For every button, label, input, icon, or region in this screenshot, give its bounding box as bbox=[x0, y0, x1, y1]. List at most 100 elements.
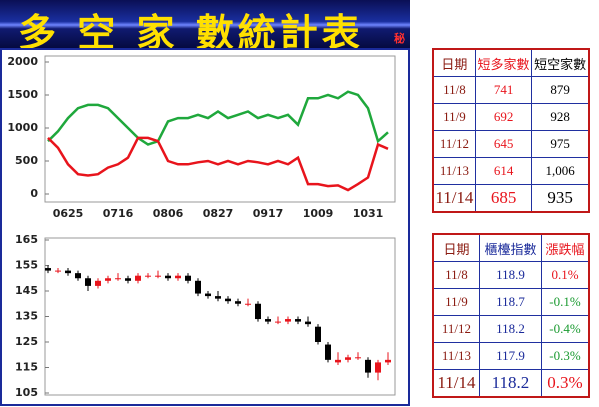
table-cell: 614 bbox=[474, 157, 533, 185]
table-cell: 11/9 bbox=[432, 103, 476, 131]
candle-body bbox=[345, 357, 351, 360]
table-cell: 日期 bbox=[432, 48, 476, 77]
table-cell: -0.4% bbox=[541, 315, 590, 343]
table-cell: 0.3% bbox=[541, 369, 590, 398]
table-cell: 645 bbox=[474, 130, 533, 158]
table-cell: 11/14 bbox=[432, 369, 480, 398]
table-cell: 短空家數 bbox=[531, 48, 590, 77]
table-cell: 741 bbox=[474, 76, 533, 104]
x-tick-label: 0625 bbox=[53, 207, 84, 220]
y-tick-label: 1500 bbox=[7, 88, 38, 101]
table-cell: 11/12 bbox=[432, 130, 476, 158]
candle-body bbox=[95, 280, 101, 286]
candle-body bbox=[135, 275, 141, 281]
candle-body bbox=[315, 326, 321, 342]
candle-body bbox=[325, 344, 331, 360]
table-row: 11/9 692 928 bbox=[432, 103, 590, 131]
candle-body bbox=[335, 359, 341, 363]
table-cell: 879 bbox=[531, 76, 590, 104]
x-tick-label: 0716 bbox=[103, 207, 134, 220]
candle-body bbox=[185, 275, 191, 281]
candle-body bbox=[145, 275, 151, 277]
candle-body bbox=[105, 278, 111, 281]
badge: 秘 bbox=[394, 32, 405, 45]
table-cell: 11/13 bbox=[432, 157, 476, 185]
candle-body bbox=[265, 319, 271, 322]
table-cell: 日期 bbox=[432, 233, 480, 262]
x-tick-label: 1009 bbox=[303, 207, 334, 220]
charts: 0 500 1000 1500 2000 0625 0716 0806 0827 0917 1009… bbox=[0, 48, 410, 406]
candle-body bbox=[75, 273, 81, 279]
table-cell: 11/8 bbox=[432, 261, 480, 289]
candle-body bbox=[125, 278, 131, 281]
x-tick-label: 1031 bbox=[353, 207, 384, 220]
table-cell: 11/9 bbox=[432, 288, 480, 316]
y-tick-label: 500 bbox=[15, 154, 38, 167]
table-row: 11/12 645 975 bbox=[432, 130, 590, 158]
candle-body bbox=[215, 296, 221, 299]
table-row: 11/8 118.9 0.1% bbox=[432, 261, 590, 289]
candle-body bbox=[195, 280, 201, 294]
y-tick-label: 115 bbox=[15, 361, 38, 374]
table-cell: 1,006 bbox=[531, 157, 590, 185]
table-cell: 0.1% bbox=[541, 261, 590, 289]
table-row: 11/8 741 879 bbox=[432, 76, 590, 104]
candle-body bbox=[275, 321, 281, 323]
line bbox=[47, 136, 389, 192]
table-row: 日期 櫃檯指數 漲跌幅 bbox=[432, 233, 590, 262]
table-cell: -0.1% bbox=[541, 288, 590, 316]
candle-body bbox=[245, 303, 251, 305]
table-cell: 928 bbox=[531, 103, 590, 131]
candle-body bbox=[365, 359, 371, 373]
table-row: 11/13 614 1,006 bbox=[432, 157, 590, 185]
table-cell: 935 bbox=[531, 184, 590, 213]
x-tick-label: 0827 bbox=[203, 207, 234, 220]
table-cell: 692 bbox=[474, 103, 533, 131]
table-cell: 118.2 bbox=[478, 369, 543, 398]
table-cell: 118.7 bbox=[478, 288, 543, 316]
plot-area bbox=[44, 55, 396, 203]
candle-body bbox=[165, 275, 171, 279]
table-row: 11/14 118.2 0.3% bbox=[432, 369, 590, 398]
banner: 多 空 家 數統計表 秘 bbox=[0, 0, 410, 55]
candle-body bbox=[375, 362, 381, 373]
y-tick-label: 125 bbox=[15, 335, 38, 348]
table-cell: 11/12 bbox=[432, 315, 480, 343]
candle-body bbox=[155, 275, 161, 277]
plot-area bbox=[44, 237, 396, 396]
title: 多 空 家 數統計表 bbox=[18, 11, 364, 55]
candle-body bbox=[355, 357, 361, 359]
table-cell: 117.9 bbox=[478, 342, 543, 370]
table-cell: 11/8 bbox=[432, 76, 476, 104]
candle-body bbox=[305, 321, 311, 325]
candle-body bbox=[85, 278, 91, 286]
table-cell: -0.3% bbox=[541, 342, 590, 370]
y-tick-label: 135 bbox=[15, 310, 38, 323]
line bbox=[47, 90, 389, 146]
candle-body bbox=[225, 298, 231, 302]
x-tick-label: 0917 bbox=[253, 207, 284, 220]
table-row: 日期 短多家數 短空家數 bbox=[432, 48, 590, 77]
candle-body bbox=[55, 270, 61, 272]
table-cell: 685 bbox=[474, 184, 533, 213]
table-cell: 櫃檯指數 bbox=[478, 233, 543, 262]
candle-body bbox=[285, 319, 291, 322]
table: 日期 櫃檯指數 漲跌幅 11/8 118.9 0.1% 11/9 118.7 -0.1% 11/1… bbox=[432, 233, 590, 398]
table-cell: 短多家數 bbox=[474, 48, 533, 77]
y-tick-label: 145 bbox=[15, 284, 38, 297]
y-tick-label: 0 bbox=[30, 187, 38, 200]
candle-body bbox=[205, 293, 211, 297]
table: 日期 短多家數 短空家數 11/8 741 879 11/9 692 928 11/12 645 97… bbox=[432, 48, 590, 213]
table-cell: 975 bbox=[531, 130, 590, 158]
candle-body bbox=[385, 359, 391, 363]
table-cell: 11/13 bbox=[432, 342, 480, 370]
candle-body bbox=[45, 268, 51, 271]
y-tick-label: 165 bbox=[15, 233, 38, 246]
candle-body bbox=[255, 303, 261, 320]
candle-body bbox=[175, 275, 181, 279]
table-row: 11/9 118.7 -0.1% bbox=[432, 288, 590, 316]
table-cell: 118.2 bbox=[478, 315, 543, 343]
y-tick-label: 105 bbox=[15, 386, 38, 399]
candle-body bbox=[65, 270, 71, 274]
